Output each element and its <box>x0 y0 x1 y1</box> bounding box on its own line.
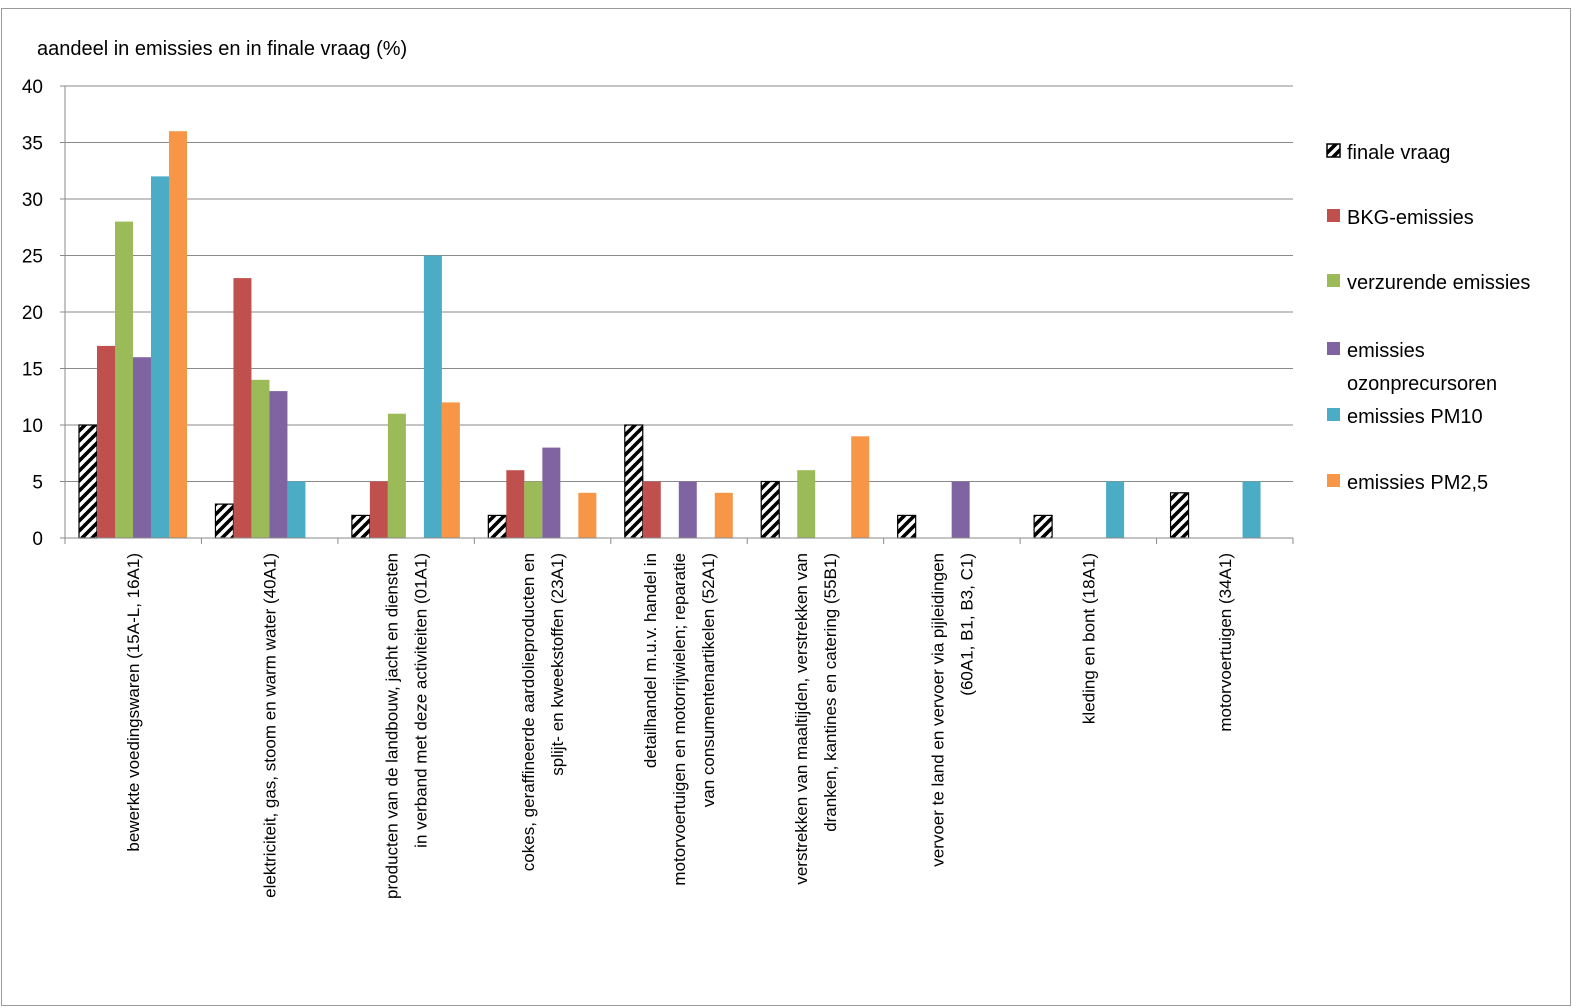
category-label: in verband met deze activiteiten (01A1) <box>412 553 431 848</box>
category-label: motorvoertuigen (34A1) <box>1216 553 1235 732</box>
bar <box>643 482 661 539</box>
category-label: dranken, kantines en catering (55B1) <box>821 553 840 832</box>
bars-layer <box>79 131 1261 538</box>
y-tick-label: 30 <box>22 190 43 211</box>
bar <box>151 176 169 538</box>
legend-label: verzurende emissies <box>1347 272 1530 294</box>
bar <box>388 414 406 538</box>
legend-label: ozonprecursoren <box>1347 373 1497 395</box>
legend-swatch <box>1327 209 1340 222</box>
bar <box>251 380 269 538</box>
bar <box>1034 515 1052 538</box>
bar <box>352 515 370 538</box>
bar <box>97 346 115 538</box>
bar <box>761 482 779 539</box>
category-label: elektriciteit, gas, stoom en warm water … <box>261 553 280 898</box>
category-label: motorvoertuigen en motorrijwielen; repar… <box>670 553 689 886</box>
bar <box>851 436 869 538</box>
category-label: van consumentenartikelen (52A1) <box>699 553 718 807</box>
legend-label: emissies PM10 <box>1347 406 1483 428</box>
bar <box>370 482 388 539</box>
bar <box>797 470 815 538</box>
category-label: kleding en bont (18A1) <box>1079 553 1098 724</box>
y-tick-label: 40 <box>22 77 43 98</box>
bar <box>952 482 970 539</box>
legend-label: BKG-emissies <box>1347 207 1474 229</box>
legend-swatch <box>1327 144 1340 157</box>
category-label: vervoer te land en vervoer via pijleidin… <box>928 553 947 867</box>
y-tick-label: 0 <box>32 529 43 550</box>
category-label: (60A1, B1, B3, C1) <box>957 553 976 696</box>
bar <box>79 425 97 538</box>
bar <box>424 256 442 539</box>
bar <box>1171 493 1189 538</box>
y-tick-label: 20 <box>22 303 43 324</box>
y-tick-label: 10 <box>22 416 43 437</box>
legend: finale vraag BKG-emissies verzurende emiss… <box>1327 142 1530 494</box>
bar <box>1243 482 1261 539</box>
bar <box>169 131 187 538</box>
y-axis-title: aandeel in emissies en in finale vraag (… <box>37 38 407 60</box>
legend-swatch <box>1327 274 1340 287</box>
category-label: splijt- en kweekstoffen (23A1) <box>548 553 567 776</box>
y-tick-label: 5 <box>32 473 43 494</box>
y-tick-labels: 0 5 10 15 20 25 30 35 40 <box>22 77 43 550</box>
bar <box>715 493 733 538</box>
bar <box>287 482 305 539</box>
y-tick-label: 35 <box>22 134 43 155</box>
bar <box>133 357 151 538</box>
legend-swatch <box>1327 408 1340 421</box>
category-labels: bewerkte voedingswaren (15A-L, 16A1) elek… <box>124 553 1235 899</box>
bar <box>679 482 697 539</box>
category-label: bewerkte voedingswaren (15A-L, 16A1) <box>124 553 143 852</box>
category-label: detailhandel m.u.v. handel in <box>641 553 660 768</box>
legend-swatch <box>1327 474 1340 487</box>
bar <box>488 515 506 538</box>
bar <box>233 278 251 538</box>
y-tick-label: 25 <box>22 247 43 268</box>
legend-label: emissies PM2,5 <box>1347 472 1488 494</box>
bar <box>625 425 643 538</box>
bar <box>442 402 460 538</box>
bar <box>524 482 542 539</box>
bar <box>578 493 596 538</box>
bar <box>115 222 133 538</box>
category-label: producten van de landbouw, jacht en dien… <box>383 553 402 899</box>
bar <box>269 391 287 538</box>
legend-label: emissies <box>1347 340 1425 362</box>
y-tick-label: 15 <box>22 360 43 381</box>
legend-label: finale vraag <box>1347 142 1450 164</box>
category-label: verstrekken van maaltijden, verstrekken … <box>792 553 811 885</box>
legend-swatch <box>1327 342 1340 355</box>
bar <box>506 470 524 538</box>
bar <box>215 504 233 538</box>
bar <box>542 448 560 538</box>
bar <box>898 515 916 538</box>
category-label: cokes, geraffineerde aardolieproducten e… <box>519 553 538 871</box>
bar <box>1106 482 1124 539</box>
